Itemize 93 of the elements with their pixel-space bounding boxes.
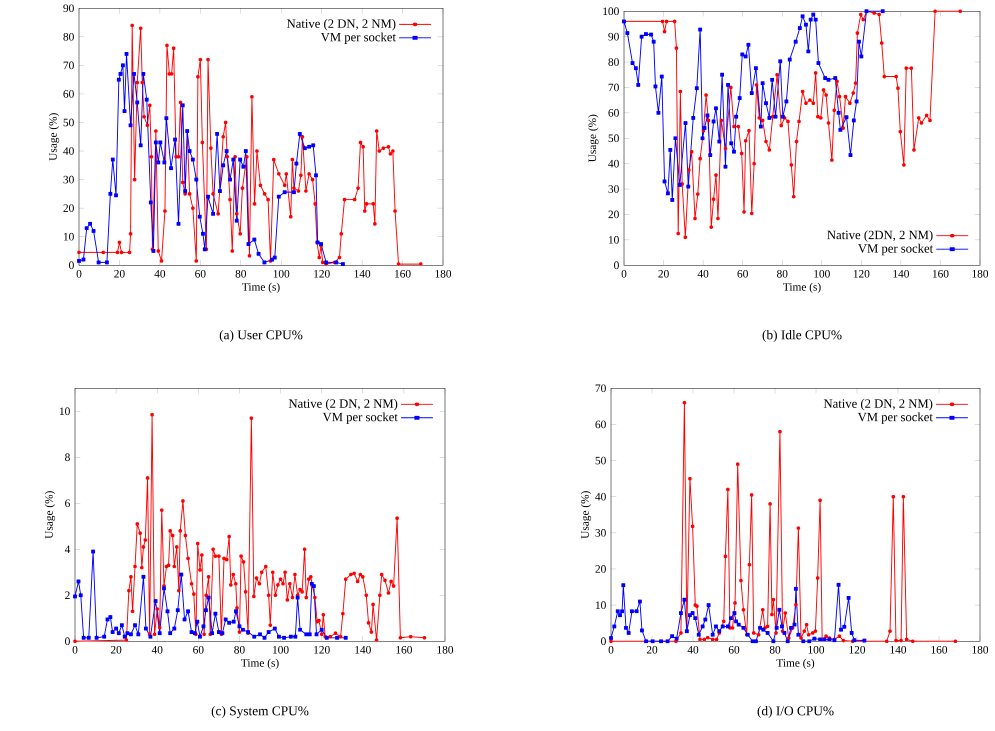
- y-tick-label: 6: [65, 499, 70, 507]
- y-tick-label: 100: [603, 7, 619, 15]
- y-axis-title: Usage (%): [44, 491, 56, 538]
- x-tick-label: 120: [854, 270, 870, 278]
- legend-label: Native (2DN, 2 NM): [827, 230, 933, 242]
- x-tick-label: 180: [972, 270, 988, 278]
- x-tick-label: 40: [152, 646, 162, 654]
- x-tick-label: 20: [646, 646, 658, 654]
- x-tick-label: 100: [814, 270, 830, 278]
- x-tick-label: 60: [728, 646, 740, 654]
- y-tick-label: 20: [608, 210, 619, 218]
- x-tick-label: 160: [396, 646, 412, 654]
- text: (b) Idle CPU%: [762, 330, 842, 342]
- x-tick-label: 20: [114, 270, 125, 278]
- text: (c) System CPU%: [212, 706, 308, 718]
- y-tick-label: 50: [64, 118, 74, 126]
- x-tick-label: 180: [438, 646, 454, 654]
- y-tick-label: 2: [65, 591, 70, 599]
- x-tick-label: 80: [234, 646, 245, 654]
- y-tick-label: 4: [64, 545, 70, 553]
- legend-label: VM per socket: [322, 412, 398, 424]
- y-tick-label: 20: [63, 204, 74, 212]
- y-axis-title: Usage (%): [588, 114, 598, 162]
- y-tick-label: 70: [596, 384, 606, 392]
- legend-label: Native (2 DN, 2 NM): [286, 18, 396, 30]
- x-tick-label: 80: [770, 646, 780, 654]
- x-tick-label: 60: [737, 270, 748, 278]
- y-tick-label: 70: [608, 84, 619, 92]
- y-tick-label: 80: [63, 32, 74, 41]
- y-tick-label: 30: [608, 185, 619, 193]
- y-axis-title: Usage (%): [48, 113, 60, 160]
- legend-label: VM per socket: [858, 412, 933, 424]
- y-tick-label: 60: [595, 420, 606, 428]
- x-axis-title: Time (s): [241, 658, 279, 669]
- x-tick-label: 0: [76, 270, 82, 278]
- y-tick-label: 8: [65, 453, 70, 461]
- x-tick-label: 0: [622, 270, 626, 278]
- y-tick-label: 0: [69, 261, 74, 269]
- x-tick-label: 180: [972, 646, 988, 654]
- x-axis-title: Time (s): [242, 282, 280, 293]
- legend-label: VM per socket: [858, 244, 934, 256]
- x-tick-label: 60: [195, 270, 206, 278]
- x-tick-label: 40: [698, 270, 708, 278]
- y-tick-label: 50: [608, 134, 619, 142]
- x-axis-title: Time (s): [776, 658, 814, 669]
- x-tick-label: 60: [193, 646, 204, 654]
- y-tick-label: 30: [64, 176, 74, 184]
- y-tick-label: 40: [595, 492, 606, 500]
- legend-label: VM per socket: [320, 32, 396, 44]
- y-tick-label: 0: [614, 261, 619, 269]
- y-axis-title: Usage (%): [580, 491, 592, 538]
- legend-label: Native (2 DN, 2 NM): [824, 398, 932, 410]
- y-tick-label: 10: [608, 236, 619, 244]
- y-tick-label: 40: [608, 160, 619, 168]
- y-tick-label: 10: [64, 232, 74, 240]
- y-tick-label: 30: [596, 528, 606, 537]
- x-tick-label: 140: [893, 270, 909, 278]
- x-tick-label: 80: [236, 270, 246, 278]
- x-axis-title: Time (s): [783, 282, 821, 293]
- x-tick-label: 160: [395, 270, 411, 278]
- y-tick-label: 40: [63, 147, 74, 155]
- x-tick-label: 180: [436, 270, 452, 278]
- x-tick-label: 20: [110, 646, 122, 654]
- y-tick-label: 50: [596, 456, 606, 464]
- x-tick-label: 40: [688, 646, 698, 654]
- x-tick-label: 160: [932, 646, 948, 654]
- y-tick-label: 90: [608, 32, 619, 40]
- x-tick-label: 100: [808, 646, 824, 654]
- y-tick-label: 0: [601, 637, 606, 645]
- x-tick-label: 140: [355, 646, 371, 654]
- y-tick-label: 80: [608, 58, 619, 66]
- legend-label: Native (2 DN, 2 NM): [288, 398, 398, 410]
- y-tick-label: 70: [64, 61, 74, 70]
- y-tick-label: 0: [65, 637, 70, 645]
- text: (a) User CPU%: [220, 330, 302, 342]
- x-tick-label: 120: [314, 270, 330, 278]
- x-tick-label: 100: [273, 646, 289, 654]
- y-tick-label: 60: [608, 108, 619, 117]
- text: (d) I/O CPU%: [758, 706, 834, 718]
- x-tick-label: 80: [777, 270, 788, 278]
- y-tick-label: 60: [63, 90, 74, 98]
- x-tick-label: 40: [154, 270, 166, 278]
- x-tick-label: 140: [354, 270, 370, 278]
- x-tick-label: 20: [658, 270, 669, 278]
- x-tick-label: 160: [932, 270, 949, 278]
- x-tick-label: 120: [314, 646, 330, 654]
- y-tick-label: 90: [63, 4, 74, 12]
- x-tick-label: 120: [850, 646, 866, 654]
- x-tick-label: 140: [890, 646, 906, 654]
- x-tick-label: 100: [274, 270, 290, 278]
- y-tick-label: 10: [596, 601, 606, 609]
- y-tick-label: 20: [595, 565, 606, 573]
- y-tick-label: 10: [60, 407, 70, 415]
